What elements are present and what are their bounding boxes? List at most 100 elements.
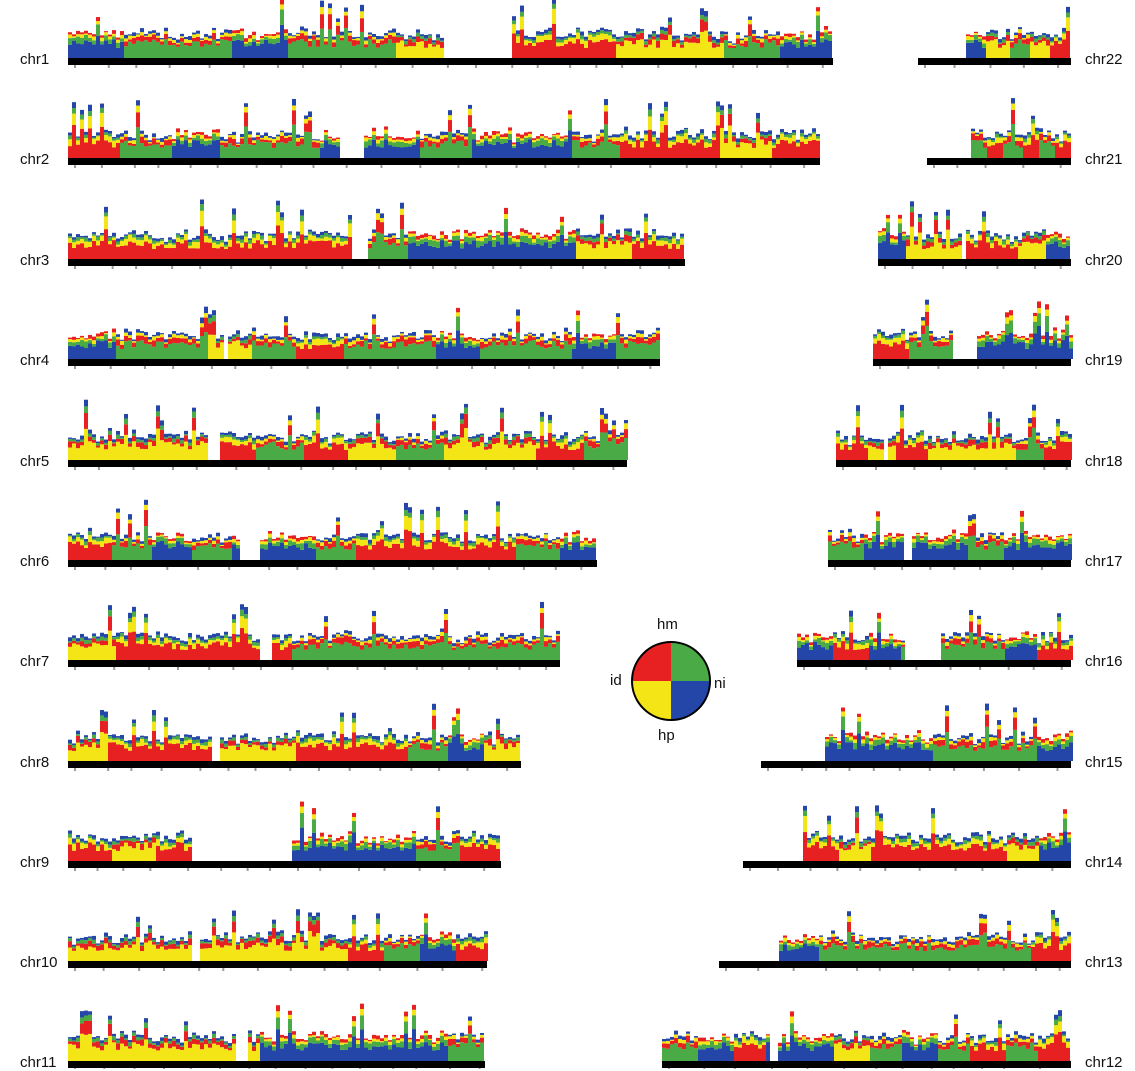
signal-bar-hm <box>220 240 224 243</box>
signal-bar-ni <box>584 135 588 139</box>
signal-bar-hp <box>256 135 260 137</box>
signal-bar-hm <box>96 338 100 341</box>
signal-bar-id <box>128 523 132 538</box>
signal-bar-ni <box>440 341 444 359</box>
signal-bar-ni <box>176 233 180 235</box>
signal-bar-hp <box>544 534 548 539</box>
signal-bar-hp <box>304 239 308 244</box>
signal-bar-hp <box>104 733 108 761</box>
signal-bar-hm <box>348 739 352 743</box>
signal-bar-id <box>424 640 428 645</box>
signal-bar-hp <box>72 443 76 460</box>
signal-bar-id <box>504 743 508 750</box>
signal-bar-ni <box>636 131 640 134</box>
signal-bar-id <box>568 337 572 345</box>
signal-bar-ni <box>156 739 160 742</box>
signal-bar-ni <box>784 42 788 58</box>
signal-bar-hm <box>240 34 244 41</box>
signal-bar-hp <box>576 241 580 259</box>
signal-bar-hp <box>440 332 444 335</box>
signal-bar-id <box>120 31 124 36</box>
signal-bar-id <box>408 641 412 649</box>
signal-bar-hp <box>364 838 368 842</box>
signal-bar-id <box>692 36 696 43</box>
signal-bar-ni <box>428 34 432 36</box>
signal-bar-hm <box>440 40 444 42</box>
signal-bar-hm <box>220 39 224 58</box>
signal-bar-hm <box>228 40 232 58</box>
signal-bar-ni <box>104 206 108 213</box>
signal-bar-id <box>424 40 428 48</box>
signal-bar-hp <box>344 744 348 750</box>
signal-bar-id <box>312 344 316 359</box>
signal-bar-ni <box>532 333 536 336</box>
signal-bar-hp <box>328 342 332 345</box>
signal-bar-ni <box>108 605 112 610</box>
signal-bar-hp <box>272 639 276 643</box>
signal-bar-hm <box>720 110 724 115</box>
signal-bar-hp <box>332 841 336 846</box>
signal-bar-hp <box>768 35 772 39</box>
signal-bar-hm <box>616 145 620 158</box>
signal-bar-id <box>412 337 416 344</box>
signal-bar-id <box>184 540 188 543</box>
signal-bar-hp <box>560 221 564 226</box>
signal-bar-hm <box>552 136 556 141</box>
signal-bar-ni <box>764 131 768 136</box>
signal-bar-id <box>80 243 84 259</box>
signal-bar-id <box>416 641 420 647</box>
signal-bar-hp <box>364 334 368 339</box>
signal-bar-ni <box>684 127 688 130</box>
signal-bar-ni <box>292 736 296 739</box>
signal-bar-hm <box>352 45 356 58</box>
signal-bar-ni <box>480 145 484 158</box>
signal-bar-id <box>484 639 488 644</box>
signal-bar-hm <box>540 547 544 560</box>
signal-bar-id <box>80 743 84 747</box>
signal-bar-ni <box>312 430 316 432</box>
signal-bar-hm <box>360 537 364 540</box>
signal-bar-id <box>372 324 376 335</box>
signal-bar-hm <box>484 736 488 741</box>
signal-bar-ni <box>420 337 424 340</box>
signal-bar-hp <box>116 441 120 460</box>
signal-bar-hm <box>220 145 224 158</box>
signal-bar-hp <box>548 340 552 345</box>
signal-bar-hm <box>80 340 84 347</box>
signal-bar-hm <box>220 638 224 640</box>
signal-bar-ni <box>656 235 660 240</box>
signal-bar-id <box>328 136 332 139</box>
signal-bar-ni <box>172 546 176 560</box>
signal-bar-hm <box>116 534 120 560</box>
signal-bar-hm <box>176 436 180 440</box>
tick-mark <box>621 65 624 68</box>
signal-bar-id <box>224 36 228 40</box>
signal-bar-id <box>92 241 96 259</box>
signal-bar-hp <box>676 244 680 249</box>
signal-bar-id <box>168 539 172 541</box>
signal-bar-hp <box>444 538 448 544</box>
signal-bar-hp <box>232 745 236 761</box>
signal-bar-ni <box>148 433 152 438</box>
signal-bar-hm <box>80 37 84 45</box>
signal-bar-ni <box>148 536 152 538</box>
signal-bar-ni <box>628 135 632 140</box>
signal-bar-ni <box>316 333 320 337</box>
signal-bar-hp <box>740 40 744 44</box>
signal-bar-id <box>492 337 496 342</box>
signal-bar-id <box>780 36 784 41</box>
signal-bar-id <box>284 647 288 660</box>
signal-bar-hp <box>440 538 444 542</box>
signal-bar-hp <box>492 444 496 460</box>
signal-bar-hm <box>424 644 428 660</box>
signal-bar-ni <box>204 145 208 158</box>
signal-bar-id <box>212 247 216 259</box>
signal-bar-hm <box>92 40 96 45</box>
signal-bar-hp <box>372 538 376 545</box>
signal-bar-ni <box>344 439 348 442</box>
signal-bar-ni <box>380 844 384 861</box>
signal-bar-hm <box>380 525 384 529</box>
signal-bar-id <box>336 346 340 359</box>
signal-bar-hp <box>136 742 140 747</box>
signal-bar-hm <box>528 238 532 245</box>
